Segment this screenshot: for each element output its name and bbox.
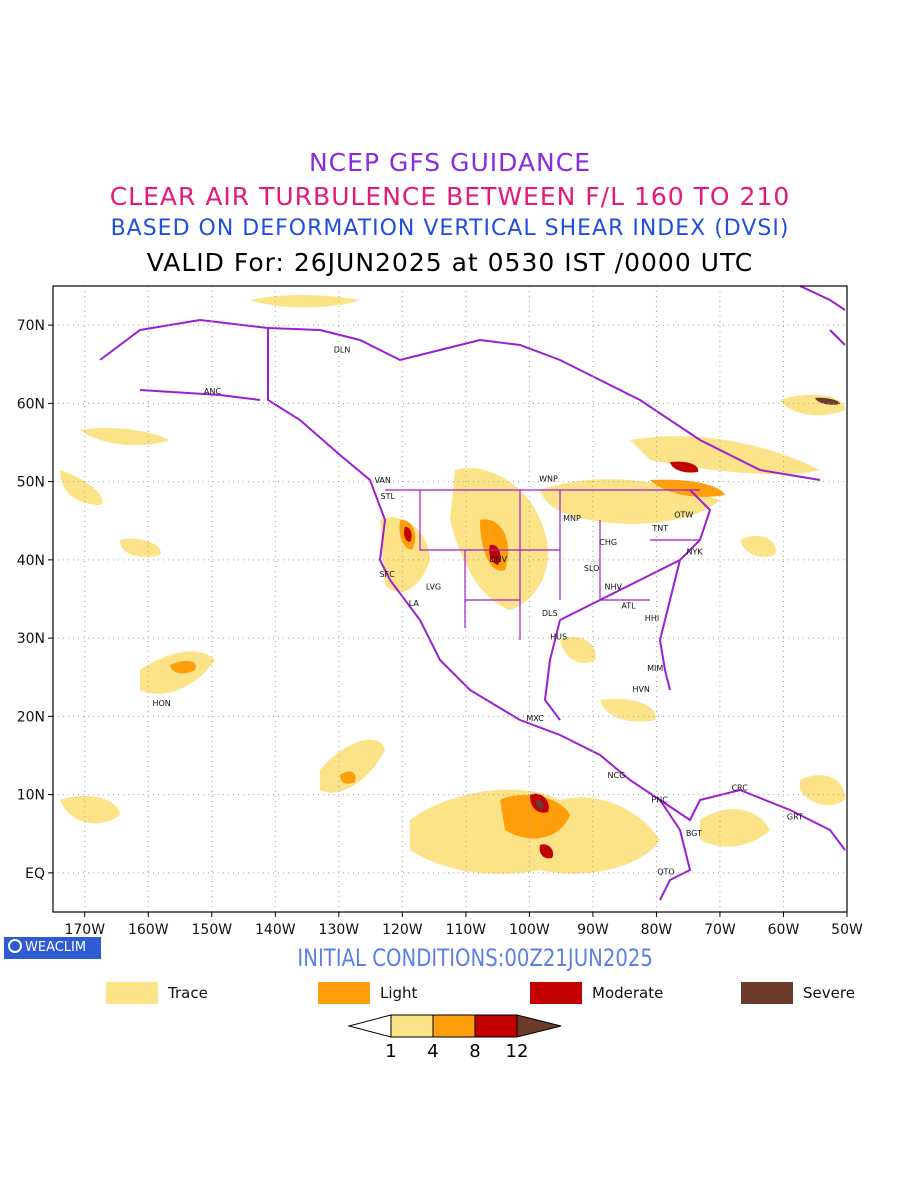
station-label-nyk: NYK xyxy=(686,547,703,556)
lon-tick-label: 70W xyxy=(704,922,736,938)
title-line-4: VALID For: 26JUN2025 at 0530 IST /0000 U… xyxy=(146,248,754,277)
colorbar-tick-12: 12 xyxy=(506,1041,529,1062)
station-label-otw: OTW xyxy=(674,511,693,520)
lat-tick-label: 50N xyxy=(17,475,45,491)
lat-tick-label: 10N xyxy=(17,788,45,804)
axis-ticks: 170W 160W 150W 140W 130W 120W 110W 100W 90W 80W 70… xyxy=(17,318,863,938)
station-label-stl: STL xyxy=(381,492,396,501)
lat-tick-label: 70N xyxy=(17,318,45,334)
colorbar-segment-below xyxy=(347,1014,392,1038)
plot-frame xyxy=(52,285,848,913)
lon-tick-label: 80W xyxy=(641,922,673,938)
colorbar-segment-light xyxy=(432,1014,476,1038)
lon-tick-label: 160W xyxy=(128,922,169,938)
lon-tick-label: 60W xyxy=(768,922,800,938)
lat-tick-label: 20N xyxy=(17,709,45,725)
political-borders xyxy=(385,489,700,640)
station-label-chg: CHG xyxy=(599,538,617,547)
colorbar-tick-1: 1 xyxy=(385,1041,396,1062)
colorbar-tick-8: 8 xyxy=(469,1041,480,1062)
legend-label-moderate: Moderate xyxy=(592,984,664,1002)
lon-tick-label: 120W xyxy=(382,922,423,938)
legend-label-trace: Trace xyxy=(168,984,208,1002)
legend-item-trace: Trace xyxy=(106,982,208,1004)
lon-tick-label: 100W xyxy=(509,922,550,938)
title-line-1: NCEP GFS GUIDANCE xyxy=(308,148,591,177)
legend-label-severe: Severe xyxy=(803,984,855,1002)
station-labels: DLN ANC VAN STL WNP MNP OTW TNT CHG NYK DNV SLO SFC L… xyxy=(152,346,803,877)
lon-tick-label: 110W xyxy=(446,922,487,938)
weaclim-badge: WEACLIM xyxy=(4,937,101,959)
lat-tick-label: 60N xyxy=(17,396,45,412)
turbulence-areas xyxy=(60,295,845,874)
station-label-qto: QTO xyxy=(657,867,674,876)
station-label-wnp: WNP xyxy=(539,475,558,484)
title-line-2: CLEAR AIR TURBULENCE BETWEEN F/L 160 TO … xyxy=(109,182,791,211)
legend-item-severe: Severe xyxy=(741,982,855,1004)
turbulence-map: 170W 160W 150W 140W 130W 120W 110W 100W 90W 80W 70… xyxy=(17,285,863,938)
lon-tick-label: 90W xyxy=(577,922,609,938)
colorbar-segment-trace xyxy=(390,1014,434,1038)
station-label-hvn: HVN xyxy=(632,685,649,694)
station-label-lvg: LVG xyxy=(426,583,441,592)
station-label-hon: HON xyxy=(152,699,170,708)
station-label-atl: ATL xyxy=(621,601,636,610)
colorbar-segment-severe xyxy=(516,1014,562,1038)
station-label-dnv: DNV xyxy=(489,555,507,564)
lon-tick-label: 140W xyxy=(255,922,296,938)
lon-tick-label: 130W xyxy=(319,922,360,938)
legend-swatch-severe xyxy=(741,982,793,1004)
station-label-mxc: MXC xyxy=(526,714,544,723)
legend-swatch-moderate xyxy=(530,982,582,1004)
initial-conditions: INITIAL CONDITIONS:00Z21JUN2025 xyxy=(297,944,653,972)
title-line-3: BASED ON DEFORMATION VERTICAL SHEAR INDE… xyxy=(110,216,790,241)
station-label-slo: SLO xyxy=(584,564,600,573)
lon-tick-label: 150W xyxy=(192,922,233,938)
station-label-la: LA xyxy=(409,599,420,608)
legend-swatch-trace xyxy=(106,982,158,1004)
lon-tick-label: 50W xyxy=(831,922,863,938)
station-label-mnp: MNP xyxy=(563,514,581,523)
station-label-nhv: NHV xyxy=(605,583,623,592)
station-label-dls: DLS xyxy=(542,609,558,618)
lat-tick-label: 30N xyxy=(17,631,45,647)
lat-tick-label: EQ xyxy=(25,866,45,882)
station-label-tnt: TNT xyxy=(651,524,668,533)
station-label-anc: ANC xyxy=(204,387,221,396)
station-label-mim: MIM xyxy=(647,664,663,673)
legend-item-moderate: Moderate xyxy=(530,982,663,1004)
station-label-grt: GRT xyxy=(787,813,803,822)
station-label-ncg: NCG xyxy=(608,771,626,780)
station-label-van: VAN xyxy=(374,476,390,485)
station-label-dln: DLN xyxy=(334,346,351,355)
weaclim-badge-text: WEACLIM xyxy=(25,940,87,955)
station-label-hus: HUS xyxy=(550,633,567,642)
station-label-pnc: PNC xyxy=(651,795,668,804)
lon-tick-label: 170W xyxy=(64,922,105,938)
weaclim-logo-icon xyxy=(8,939,22,953)
station-label-hhi: HHI xyxy=(645,614,659,623)
station-label-crc: CRC xyxy=(731,784,748,793)
legend-item-light: Light xyxy=(318,982,417,1004)
colorbar-tick-4: 4 xyxy=(427,1041,438,1062)
colorbar-segment-moderate xyxy=(474,1014,518,1038)
station-label-bgt: BGT xyxy=(686,829,702,838)
coastlines xyxy=(99,286,846,901)
station-label-sfc: SFC xyxy=(379,570,395,579)
legend-label-light: Light xyxy=(380,984,418,1002)
legend-swatch-light xyxy=(318,982,370,1004)
lat-tick-label: 40N xyxy=(17,553,45,569)
